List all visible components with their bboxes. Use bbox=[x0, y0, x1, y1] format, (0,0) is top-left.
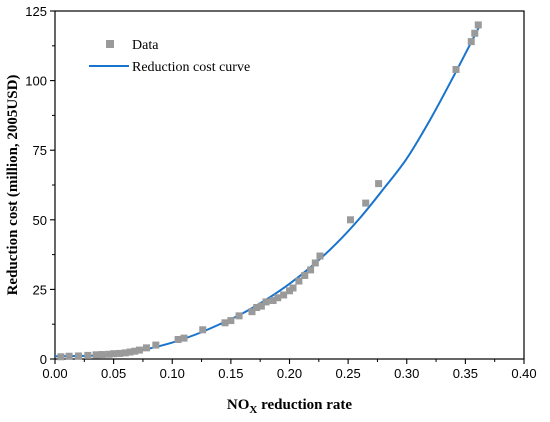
data-point bbox=[199, 326, 207, 334]
data-point bbox=[269, 297, 277, 305]
data-point bbox=[452, 65, 460, 73]
x-tick-label: 0.35 bbox=[453, 366, 478, 381]
data-point bbox=[289, 284, 297, 292]
data-point bbox=[362, 199, 370, 207]
y-axis-title: Reduction cost (million, 2005USD) bbox=[5, 75, 21, 296]
x-axis-title-sub: X bbox=[249, 404, 257, 416]
data-point bbox=[301, 271, 309, 279]
y-tick-label: 75 bbox=[33, 143, 47, 158]
x-tick-label: 0.20 bbox=[277, 366, 302, 381]
x-tick-label: 0.15 bbox=[218, 366, 243, 381]
data-point bbox=[180, 334, 188, 342]
data-point bbox=[253, 303, 261, 311]
data-point bbox=[474, 21, 482, 29]
x-axis-title-main: NO bbox=[227, 397, 250, 413]
data-point bbox=[274, 294, 282, 302]
plot-frame bbox=[54, 10, 525, 360]
data-point bbox=[467, 38, 475, 46]
data-point bbox=[126, 348, 134, 356]
y-axis: 0 25 50 75 100 125 bbox=[25, 4, 55, 367]
data-point bbox=[221, 319, 229, 327]
y-tick-label: 0 bbox=[40, 352, 47, 367]
data-point bbox=[84, 351, 92, 359]
y-tick-label: 25 bbox=[33, 282, 47, 297]
data-point bbox=[65, 352, 73, 360]
data-point bbox=[307, 266, 315, 274]
data-point bbox=[311, 259, 319, 267]
x-axis: 0.00 0.05 0.10 0.15 0.20 0.25 0.30 0.35 0.40 bbox=[42, 359, 537, 381]
y-tick-label: 100 bbox=[25, 74, 47, 89]
data-point bbox=[131, 347, 139, 355]
data-point bbox=[235, 312, 243, 320]
data-point bbox=[375, 180, 383, 188]
data-point bbox=[98, 351, 106, 359]
x-tick-label: 0.10 bbox=[160, 366, 185, 381]
data-point bbox=[57, 353, 65, 361]
data-point bbox=[346, 216, 354, 224]
data-point bbox=[92, 351, 100, 359]
data-point bbox=[286, 287, 293, 295]
y-tick-label: 125 bbox=[25, 4, 47, 19]
data-point bbox=[248, 308, 256, 316]
legend: Data Reduction cost curve bbox=[89, 38, 250, 75]
reduction-cost-curve bbox=[54, 24, 481, 358]
data-point bbox=[105, 350, 113, 358]
data-point bbox=[262, 298, 270, 306]
y-tick-label: 50 bbox=[33, 213, 47, 228]
x-tick-label: 0.05 bbox=[101, 366, 126, 381]
legend-label-curve: Reduction cost curve bbox=[132, 60, 250, 75]
legend-marker-data bbox=[106, 40, 114, 48]
data-point bbox=[74, 352, 82, 360]
x-axis-title: NOX reduction rate bbox=[227, 397, 352, 416]
legend-label-data: Data bbox=[132, 38, 159, 53]
data-point bbox=[135, 346, 143, 354]
data-point bbox=[257, 302, 265, 310]
data-point bbox=[471, 29, 479, 37]
x-tick-label: 0.40 bbox=[511, 366, 536, 381]
data-point bbox=[152, 341, 160, 349]
x-tick-label: 0.30 bbox=[394, 366, 419, 381]
curve-layer bbox=[54, 24, 481, 358]
data-point bbox=[295, 277, 303, 285]
points-layer bbox=[57, 21, 482, 361]
plot-border bbox=[54, 10, 525, 360]
data-point bbox=[174, 336, 182, 344]
data-point bbox=[316, 252, 324, 260]
data-point bbox=[227, 317, 235, 325]
data-point bbox=[110, 350, 118, 358]
data-point bbox=[280, 291, 288, 299]
data-point bbox=[142, 344, 150, 352]
x-tick-label: 0.25 bbox=[335, 366, 360, 381]
data-point bbox=[121, 349, 129, 357]
data-point bbox=[115, 349, 123, 357]
x-tick-label: 0.00 bbox=[42, 366, 67, 381]
x-axis-title-rest: reduction rate bbox=[257, 397, 352, 413]
